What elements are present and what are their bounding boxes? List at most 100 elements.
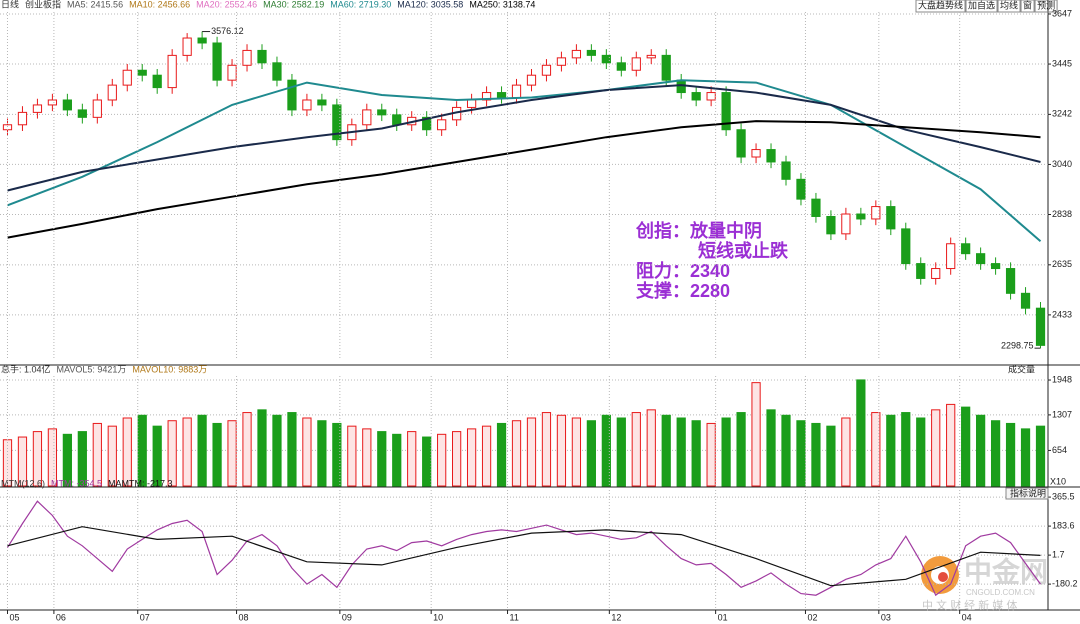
candle-body	[631, 57, 641, 71]
x-tick-label: 04	[962, 612, 972, 622]
candle-body	[2, 124, 13, 131]
volume-bar	[616, 417, 626, 487]
legend-label: MA30: 2582.19	[263, 0, 324, 9]
annotation: 短线或止跌	[698, 240, 789, 261]
volume-bar	[946, 403, 956, 487]
candle-body	[916, 263, 926, 279]
volume-bar	[47, 428, 58, 487]
candle-body	[976, 253, 986, 265]
volume-bar	[976, 414, 986, 487]
candle-body	[17, 111, 28, 126]
candle-body	[826, 215, 836, 235]
toolbar-button-frame[interactable]	[965, 0, 998, 13]
annotation: 阻力：2340	[636, 261, 730, 281]
volume-bar	[437, 433, 447, 487]
y-tick-label: 3647	[1052, 8, 1072, 18]
toolbar-button-frame[interactable]	[1020, 0, 1035, 13]
legend-label: MAVOL10: 9883万	[132, 364, 207, 374]
candle-body	[511, 84, 522, 99]
candle-body	[32, 104, 43, 113]
candle-body	[92, 99, 102, 118]
candle-body	[212, 42, 222, 81]
indicator-button[interactable]: 指标说明	[1010, 487, 1046, 498]
volume-bar	[17, 436, 28, 487]
candle-body	[871, 206, 881, 220]
candle-body	[62, 99, 72, 111]
toolbar-button[interactable]: 窗	[1023, 0, 1032, 10]
volume-bar	[377, 431, 387, 487]
volume-bar	[466, 428, 477, 487]
candle-body	[661, 54, 671, 81]
y-tick-label: 365.5	[1052, 491, 1075, 501]
line-series	[7, 79, 1042, 243]
volume-bar	[571, 417, 582, 487]
toolbar-button[interactable]: 预测	[1037, 0, 1055, 10]
y-tick-label: 2838	[1052, 209, 1072, 219]
candle-body	[766, 149, 776, 163]
candle-body	[1005, 268, 1016, 294]
toolbar-button[interactable]: 大盘趋势线	[918, 0, 963, 10]
volume-bar	[541, 412, 552, 487]
x-tick-label: 05	[9, 612, 19, 622]
volume-bar	[661, 414, 671, 487]
legend-label: 总手: 1.04亿	[1, 363, 51, 374]
volume-bar	[931, 409, 941, 487]
legend-label: MA250: 3138.74	[469, 0, 535, 9]
candle-body	[496, 92, 507, 99]
volume-bar	[212, 422, 222, 487]
volume-bar	[990, 420, 1001, 487]
volume-bar	[182, 417, 192, 487]
toolbar-button[interactable]: 均线	[1000, 0, 1018, 10]
line-series	[6, 500, 1041, 597]
candle-body	[466, 99, 477, 108]
candle-body	[272, 62, 282, 81]
volume-bar	[287, 412, 297, 487]
candle-body	[721, 92, 731, 131]
indicator-button-frame[interactable]	[1005, 487, 1049, 500]
volume-bar	[257, 409, 267, 487]
candle-body	[332, 104, 342, 141]
x-tick-label: 06	[56, 612, 66, 622]
candle-body	[616, 62, 626, 71]
legend-label: MAVOL5: 9421万	[57, 364, 127, 374]
candle-body	[811, 198, 821, 217]
volume-bar	[272, 414, 282, 487]
candle-body	[197, 37, 207, 44]
volume-bar	[631, 412, 641, 487]
volume-bar	[796, 420, 806, 487]
candle-body	[556, 57, 567, 66]
toolbar-button-frame[interactable]	[1034, 0, 1058, 13]
legend-label: 创业板指	[25, 0, 61, 9]
volume-bar	[167, 420, 177, 487]
toolbar-button[interactable]: 加自选	[968, 0, 995, 10]
y-tick-label: 183.6	[1052, 520, 1075, 530]
toolbar-button-frame[interactable]	[915, 0, 966, 13]
candle-body	[107, 84, 117, 101]
toolbar-button-frame[interactable]	[997, 0, 1021, 13]
volume-bar	[526, 417, 537, 487]
candle-body	[691, 92, 701, 101]
candle-body	[751, 149, 761, 158]
volume-bar	[347, 425, 357, 487]
indicator-selector[interactable]: 成交量	[1008, 363, 1035, 374]
volume-bar	[392, 433, 402, 487]
volume-bar	[362, 428, 372, 487]
legend-label: MA120: 3035.58	[397, 0, 463, 9]
volume-bar	[107, 425, 117, 487]
candle-body	[541, 64, 552, 76]
volume-bar	[496, 422, 507, 487]
candle-body	[901, 228, 911, 265]
candle-body	[362, 109, 372, 126]
legend-label: 日线	[1, 0, 19, 9]
volume-bar	[751, 382, 761, 487]
candle-body	[242, 49, 252, 66]
volume-bar	[841, 417, 851, 487]
candle-body	[137, 69, 147, 76]
volume-bar	[781, 414, 791, 487]
volume-bar	[601, 414, 611, 487]
line-series	[7, 84, 1041, 192]
volume-bar	[1020, 428, 1031, 487]
trough-label: 2298.75	[1001, 341, 1034, 351]
y-tick-label: -180.2	[1052, 578, 1078, 588]
candle-body	[946, 243, 956, 270]
